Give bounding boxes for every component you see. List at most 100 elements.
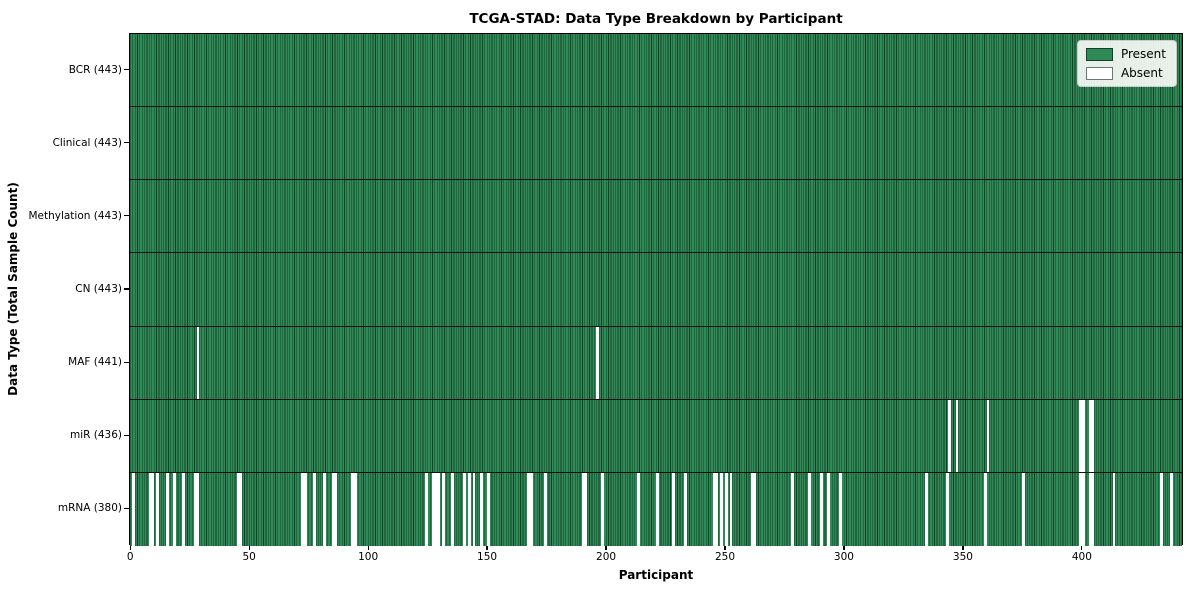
x-tick-label-100: 100 [358,551,379,563]
y-tick-mark [124,288,129,290]
absent-bar [672,472,676,546]
row-BCR [130,34,1182,108]
absent-bar [486,472,490,546]
absent-bar [955,399,959,472]
absent-bar [750,472,754,546]
x-tick-mark [129,546,131,550]
absent-bar [353,472,357,546]
absent-bar [149,472,152,546]
absent-bar [303,472,307,546]
absent-bar [655,472,659,546]
row-CN [130,253,1182,327]
absent-bar [182,472,186,546]
absent-bar [151,472,155,546]
y-tick-mark [124,68,129,71]
absent-bar [543,472,547,546]
x-tick-mark [248,546,250,550]
absent-bar [322,472,326,546]
y-tick-label-miR: miR (436) [69,429,122,442]
absent-bar [1022,472,1026,546]
absent-bar [172,472,176,546]
absent-bar [1169,472,1173,546]
y-tick-mark [124,507,129,510]
absent-bar [1160,472,1164,546]
plot-area [129,33,1183,546]
absent-bar [479,472,483,546]
x-tick-label-300: 300 [833,551,854,563]
row-miR [130,399,1182,473]
absent-bar [827,472,830,546]
y-tick-label-Methylation: Methylation (443) [28,209,122,222]
absent-bar [132,472,136,546]
absent-bar [239,472,243,546]
absent-bar [791,472,795,546]
absent-bar [596,326,600,399]
absent-bar [946,472,949,546]
absent-bar [165,472,169,546]
x-tick-label-350: 350 [952,551,973,563]
absent-bar [436,472,440,546]
absent-bar [601,472,604,546]
row-Clinical [130,107,1182,181]
absent-bar [301,472,305,546]
x-tick-mark [962,546,964,550]
y-tick-mark [124,142,129,144]
y-tick-label-mRNA: mRNA (380) [57,502,122,515]
x-tick-label-50: 50 [242,551,256,563]
absent-bar [332,472,336,546]
x-tick-mark [843,546,845,550]
x-axis-label: Participant [618,568,694,582]
absent-bar [986,399,990,472]
x-tick-mark [367,546,369,550]
absent-swatch-icon [1085,66,1113,80]
absent-bar [351,472,355,546]
absent-bar [1079,399,1083,472]
absent-bar [582,472,585,546]
absent-bar [237,472,240,546]
absent-bar [196,326,200,399]
absent-bar [1081,472,1085,546]
row-Methylation [130,180,1182,254]
y-tick-label-MAF: MAF (441) [68,356,122,369]
absent-bar [720,472,723,546]
legend-label-present: Present [1120,47,1166,61]
absent-bar [313,472,317,546]
absent-bar [948,399,952,472]
absent-bar [1079,472,1083,546]
absent-bar [434,472,438,546]
absent-bar [839,472,842,546]
absent-bar [753,472,757,546]
absent-bar [1112,472,1116,546]
x-tick-label-200: 200 [596,551,617,563]
absent-bar [819,472,823,546]
x-tick-label-0: 0 [126,551,134,563]
legend-item-present: Present [1085,47,1166,61]
absent-bar [584,472,588,546]
absent-bar [196,472,200,546]
absent-bar [472,472,476,546]
x-tick-label-250: 250 [714,551,736,563]
present-swatch-icon [1085,47,1113,61]
legend-label-absent: Absent [1120,66,1163,80]
absent-bar [156,472,160,546]
y-tick-mark [124,361,129,363]
absent-bar [712,472,716,546]
y-tick-label-Clinical: Clinical (443) [52,136,122,149]
absent-bar [715,472,719,546]
absent-bar [334,472,338,546]
absent-bar [441,472,445,546]
absent-bar [1091,399,1095,472]
x-tick-label-400: 400 [1071,551,1092,563]
absent-bar [924,472,928,546]
row-mRNA [130,472,1182,546]
row-MAF [130,326,1182,400]
y-tick-mark [124,434,129,436]
y-tick-label-BCR: BCR (443) [68,63,122,76]
legend-item-absent: Absent [1085,66,1166,80]
absent-bar [1081,399,1085,472]
absent-bar [729,472,733,546]
y-tick-mark [124,215,129,217]
absent-bar [984,472,988,546]
absent-bar [1088,399,1092,472]
y-axis-label: Data Type (Total Sample Count) [6,182,20,396]
